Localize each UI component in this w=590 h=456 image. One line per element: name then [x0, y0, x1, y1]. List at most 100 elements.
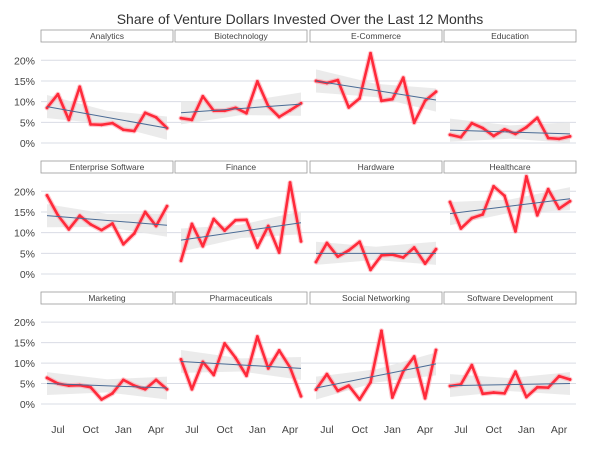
chart-title: Share of Venture Dollars Invested Over t…	[117, 11, 484, 27]
x-tick-label: Jul	[185, 424, 198, 436]
panel-header	[443, 291, 577, 305]
data-point	[234, 218, 237, 222]
data-point	[143, 210, 147, 214]
data-point	[100, 228, 103, 232]
panel-hardware: Hardware	[309, 160, 443, 273]
data-point	[190, 118, 194, 122]
panel-enterprise-software: Enterprise Software	[40, 160, 174, 247]
data-point	[154, 115, 158, 119]
data-point	[380, 99, 383, 103]
data-point	[56, 213, 60, 217]
data-point	[568, 378, 572, 381]
x-tick-label: Apr	[282, 424, 299, 436]
data-point	[412, 121, 416, 125]
series-line	[448, 363, 572, 399]
data-point	[111, 391, 114, 395]
data-point	[45, 376, 49, 380]
data-point	[380, 329, 383, 333]
data-point	[223, 342, 227, 345]
data-point	[390, 97, 394, 101]
panel-header	[174, 291, 308, 305]
data-point	[412, 355, 416, 358]
data-point	[245, 374, 248, 378]
y-tick-label: 10%	[14, 358, 35, 370]
panel-e-commerce: E-Commerce	[309, 29, 443, 126]
data-point	[557, 207, 561, 211]
data-point	[212, 373, 216, 377]
panel-software-development: Software Development	[443, 291, 577, 400]
panel-title: Software Development	[467, 293, 554, 303]
data-point	[154, 224, 158, 228]
panel-header	[40, 291, 174, 305]
y-tick-label: 15%	[14, 207, 35, 219]
data-point	[524, 395, 528, 399]
data-point	[423, 396, 427, 400]
panel-header	[443, 160, 577, 174]
y-tick-label: 0%	[20, 269, 35, 281]
x-tick-label: Jan	[518, 424, 535, 436]
data-point	[336, 389, 340, 393]
data-point	[448, 200, 452, 204]
panel-title: Pharmaceuticals	[210, 293, 273, 303]
data-point	[423, 99, 427, 103]
data-point	[434, 348, 438, 352]
series-line	[45, 85, 169, 133]
data-point	[481, 392, 485, 396]
data-point	[277, 251, 281, 254]
data-point	[132, 232, 136, 235]
data-point	[434, 247, 438, 251]
data-point	[514, 229, 517, 233]
y-tick-label: 20%	[14, 186, 35, 198]
panel-header	[40, 29, 174, 43]
panel-header	[443, 29, 577, 43]
x-tick-label: Jan	[384, 424, 401, 436]
series-line	[179, 181, 303, 263]
data-point	[266, 367, 270, 370]
panel-social-networking: Social Networking	[309, 291, 443, 402]
data-point	[299, 394, 303, 398]
series-line-glow	[313, 328, 439, 402]
panel-title: Social Networking	[342, 293, 410, 303]
data-point	[459, 135, 463, 139]
y-tick-label: 10%	[14, 228, 35, 240]
data-point	[557, 137, 561, 141]
data-point	[165, 387, 169, 391]
data-point	[165, 204, 169, 208]
panel-header	[309, 291, 443, 305]
data-point	[492, 134, 496, 138]
data-point	[546, 187, 550, 191]
data-point	[78, 214, 82, 218]
series-line	[448, 175, 572, 233]
data-point	[568, 199, 572, 203]
data-point	[412, 246, 416, 249]
panel-title: E-Commerce	[351, 31, 401, 41]
data-point	[514, 370, 517, 374]
data-point	[390, 396, 394, 399]
data-point	[503, 127, 506, 131]
data-point	[459, 227, 463, 230]
data-point	[89, 122, 93, 126]
y-tick-label: 10%	[14, 97, 35, 109]
trend-line	[180, 103, 302, 114]
trend-line	[46, 106, 168, 129]
x-tick-label: Jul	[320, 424, 333, 436]
data-point	[492, 184, 496, 188]
y-tick-label: 5%	[20, 379, 35, 391]
trend-line	[180, 360, 302, 369]
data-point	[325, 372, 329, 376]
data-point	[314, 260, 318, 264]
panel-title: Marketing	[88, 293, 126, 303]
data-point	[277, 349, 281, 352]
data-point	[358, 398, 362, 401]
y-tick-label: 0%	[20, 138, 35, 150]
data-point	[132, 129, 136, 133]
data-point	[89, 222, 93, 226]
data-point	[546, 136, 550, 140]
y-tick-label: 5%	[20, 117, 35, 129]
data-point	[535, 116, 539, 120]
data-point	[277, 115, 281, 119]
data-point	[288, 181, 292, 184]
panel-title: Healthcare	[489, 162, 530, 172]
data-point	[546, 386, 550, 390]
panel-header	[309, 160, 443, 174]
